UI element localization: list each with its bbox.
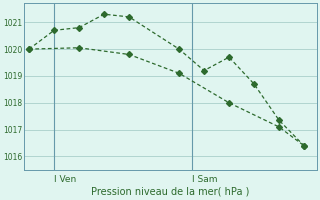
X-axis label: Pression niveau de la mer( hPa ): Pression niveau de la mer( hPa ) <box>91 187 250 197</box>
